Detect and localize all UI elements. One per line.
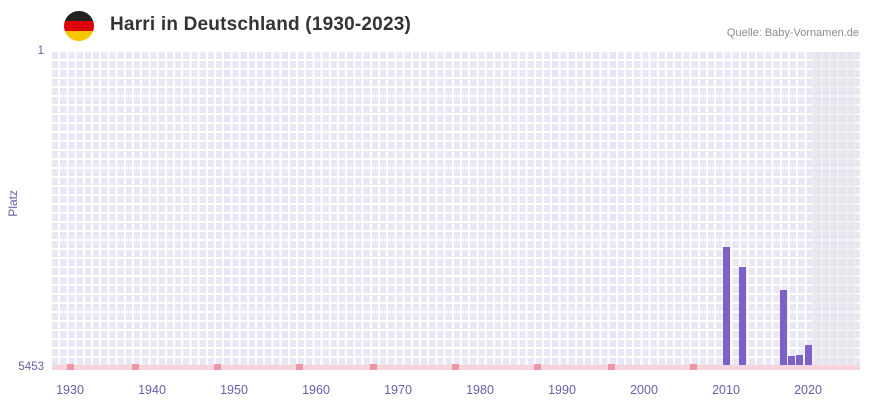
y-tick-bottom: 5453 [18,361,44,373]
no-rank-marker [66,364,74,370]
no-rank-marker [132,364,140,370]
source-label: Quelle: Baby-Vornamen.de [726,27,859,39]
chart-title: Harri in Deutschland (1930-2023) [110,14,412,35]
plot-area [52,52,860,370]
x-axis-ticks: 1930 1940 1950 1960 1970 1980 1990 2000 2010 2020 [52,383,860,401]
rank-bar [804,344,812,365]
flag-stripe-red [64,21,94,31]
flag-stripe-black [64,11,94,21]
no-rank-marker [214,364,222,370]
flag-stripe-gold [64,31,94,41]
no-rank-marker [533,364,541,370]
x-tick-label: 2000 [630,383,658,397]
no-rank-marker [451,364,459,370]
no-rank-marker [607,364,615,370]
rank-bar [722,247,730,365]
no-rank-marker [296,364,304,370]
x-tick-label: 2020 [794,383,822,397]
rank-bar [779,290,787,365]
y-axis-title: Platz [6,190,20,217]
y-tick-top: 1 [37,45,44,57]
x-tick-label: 1960 [302,383,330,397]
x-tick-label: 1940 [138,383,166,397]
rank-bar [796,354,804,365]
x-tick-label: 1970 [384,383,412,397]
x-tick-label: 1930 [56,383,84,397]
x-tick-label: 1980 [466,383,494,397]
x-tick-label: 2010 [712,383,740,397]
x-tick-label: 1950 [220,383,248,397]
rank-bar [738,267,746,365]
german-flag-icon [64,11,94,41]
x-tick-label: 1990 [548,383,576,397]
no-rank-marker [369,364,377,370]
no-rank-marker [689,364,697,370]
recent-years-band [812,52,857,370]
rank-bar [788,356,796,365]
